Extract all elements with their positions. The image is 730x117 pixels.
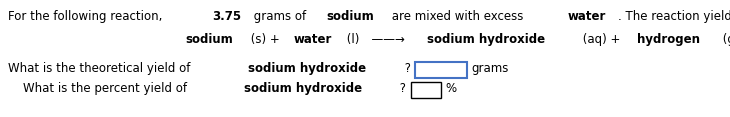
- Text: ?: ?: [396, 82, 406, 95]
- Text: (l): (l): [343, 33, 360, 46]
- Text: water: water: [568, 10, 607, 23]
- Bar: [411, 82, 441, 98]
- Text: sodium hydroxide: sodium hydroxide: [427, 33, 545, 46]
- Text: sodium: sodium: [327, 10, 374, 23]
- Bar: [415, 62, 467, 78]
- Text: hydrogen: hydrogen: [637, 33, 700, 46]
- Text: ?: ?: [401, 62, 410, 75]
- Text: For the following reaction,: For the following reaction,: [8, 10, 166, 23]
- Text: (g): (g): [719, 33, 730, 46]
- Text: . The reaction yields: . The reaction yields: [618, 10, 730, 23]
- Text: (s) +: (s) +: [247, 33, 283, 46]
- Text: ——→: ——→: [364, 33, 412, 46]
- Text: sodium: sodium: [185, 33, 233, 46]
- Text: What is the theoretical yield of: What is the theoretical yield of: [8, 62, 194, 75]
- Text: grams: grams: [472, 62, 509, 75]
- Text: sodium hydroxide: sodium hydroxide: [244, 82, 362, 95]
- Text: (aq) +: (aq) +: [579, 33, 624, 46]
- Text: %: %: [445, 82, 456, 95]
- Text: 3.75: 3.75: [212, 10, 241, 23]
- Text: grams of: grams of: [250, 10, 310, 23]
- Text: water: water: [293, 33, 332, 46]
- Text: sodium hydroxide: sodium hydroxide: [248, 62, 366, 75]
- Text: are mixed with excess: are mixed with excess: [388, 10, 528, 23]
- Text: What is the percent yield of: What is the percent yield of: [8, 82, 191, 95]
